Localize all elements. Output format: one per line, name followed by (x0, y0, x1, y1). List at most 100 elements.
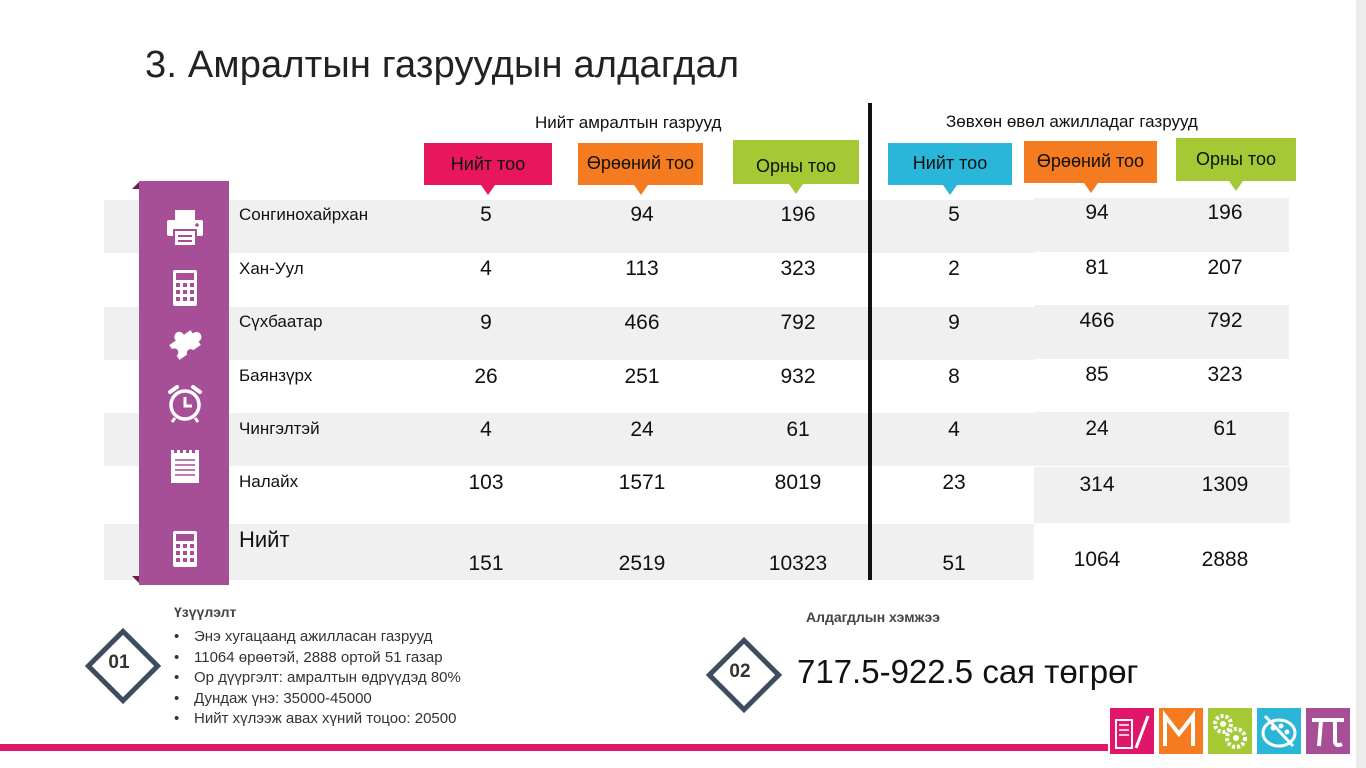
notepad-icon (171, 447, 199, 483)
header-pointer (633, 185, 648, 195)
table-cell: 2519 (618, 552, 666, 575)
group-divider (868, 103, 872, 580)
icon-sidebar (139, 181, 229, 585)
column-header-tag: Нийт тоо (888, 143, 1012, 195)
table-cell: 4 (948, 418, 960, 441)
gears-logo-icon (1208, 708, 1252, 754)
sidebar-fold-top (132, 181, 140, 189)
table-cell: 2888 (1201, 548, 1249, 571)
tools-logo-icon (1110, 708, 1154, 754)
table-cell: 792 (780, 311, 816, 334)
table-cell: 23 (942, 471, 966, 494)
printer-icon (167, 210, 203, 247)
table-cell: 466 (624, 311, 660, 334)
table-cell: 9 (480, 311, 492, 334)
column-header-tag: Өрөөний тоо (1024, 141, 1157, 193)
row-stripe-total (104, 524, 1034, 580)
column-header-label: Нийт тоо (912, 153, 988, 173)
table-cell: 4 (480, 418, 492, 441)
indicator-list: Энэ хугацаанд ажилласан газрууд 11064 өр… (174, 627, 461, 730)
row-label: Баянзүрх (239, 366, 313, 385)
table-cell: 26 (474, 365, 498, 388)
row-stripe-right-5 (1034, 412, 1289, 466)
table-cell: 2 (948, 257, 960, 280)
table-cell: 9 (948, 311, 960, 334)
list-item: Ор дүүргэлт: амралтын өдрүүдэд 80% (174, 668, 461, 689)
table-cell: 151 (468, 552, 504, 575)
column-header-label: Өрөөний тоо (586, 153, 695, 173)
table-cell: 196 (1207, 201, 1243, 224)
column-header-tag: Нийт тоо (424, 143, 552, 195)
loss-heading: Алдагдлын хэмжээ (806, 609, 940, 625)
row-stripe-3 (104, 307, 1034, 360)
table-cell: 1064 (1073, 548, 1121, 571)
header-pointer (1083, 183, 1098, 193)
loss-number: 02 (729, 661, 751, 682)
puzzle-icon (169, 330, 202, 360)
table-cell: 792 (1207, 309, 1243, 332)
table-cell: 196 (780, 203, 816, 226)
header-pointer (943, 185, 957, 195)
table-cell: 4 (480, 257, 492, 280)
table-cell: 8 (948, 365, 960, 388)
table-cell: 94 (630, 203, 654, 226)
column-header-label: Орны тоо (1196, 149, 1276, 169)
table-cell: 81 (1085, 256, 1109, 279)
list-item: Нийт хүлээж авах хүний тоцоо: 20500 (174, 709, 461, 730)
bottom-accent-line (0, 744, 1108, 751)
table-cell: 932 (780, 365, 816, 388)
header-pointer (1229, 181, 1243, 191)
table-cell: 323 (1207, 363, 1243, 386)
page-title: 3. Амралтын газруудын алдагдал (145, 44, 740, 86)
table-cell: 113 (625, 257, 659, 280)
list-item: Энэ хугацаанд ажилласан газрууд (174, 627, 461, 648)
table-cell: 24 (630, 418, 654, 441)
row-label: Хан-Уул (239, 259, 304, 278)
group-label-winter: Зөвхөн өвөл ажилладаг газрууд (946, 112, 1198, 131)
table-cell: 1571 (618, 471, 666, 494)
list-item: Дундаж үнэ: 35000-45000 (174, 689, 461, 710)
group-label-all: Нийт амралтын газрууд (535, 113, 722, 132)
indicators-heading: Үзүүлэлт (174, 604, 237, 620)
table-cell: 61 (1213, 417, 1237, 440)
column-header-tag: Орны тоо (1176, 138, 1296, 191)
sidebar-fold-bottom (132, 576, 140, 584)
header-pointer (789, 184, 803, 194)
row-stripe-right-1 (1034, 198, 1289, 252)
loss-value: 717.5-922.5 сая төгрөг (797, 653, 1139, 690)
table-cell: 251 (624, 365, 660, 388)
table-cell: 94 (1085, 201, 1109, 224)
calculator-icon (173, 270, 197, 306)
column-header-tag: Өрөөний тоо (578, 143, 703, 195)
column-header-label: Өрөөний тоо (1036, 151, 1145, 171)
row-stripe-right-6 (1034, 467, 1290, 523)
header-pointer (481, 185, 495, 195)
column-header-tag: Орны тоо (733, 140, 859, 194)
table-cell: 466 (1079, 309, 1115, 332)
right-edge-bar (1356, 0, 1366, 768)
row-stripe-right-3 (1034, 305, 1289, 359)
column-header-label: Орны тоо (756, 156, 836, 176)
arrows-logo-icon (1159, 708, 1203, 754)
table-cell: 1309 (1201, 473, 1249, 496)
table-cell: 61 (786, 418, 810, 441)
indicator-number: 01 (108, 652, 130, 673)
table-cell: 51 (942, 552, 966, 575)
table-cell: 103 (468, 471, 504, 494)
table-cell: 8019 (774, 471, 822, 494)
table-cell: 85 (1085, 363, 1109, 386)
table-cell: 314 (1079, 473, 1115, 496)
table-cell: 207 (1207, 256, 1243, 279)
row-stripe-1 (104, 200, 1034, 253)
list-item: 11064 өрөөтэй, 2888 ортой 51 газар (174, 648, 461, 669)
column-header-label: Нийт тоо (450, 154, 526, 174)
pi-logo-icon (1306, 708, 1350, 754)
table-cell: 5 (948, 203, 960, 226)
row-label: Нийт (239, 527, 290, 552)
table-cell: 24 (1085, 417, 1109, 440)
table-cell: 5 (480, 203, 492, 226)
palette-logo-icon (1257, 708, 1301, 754)
table-cell: 323 (780, 257, 816, 280)
row-stripe-5 (104, 413, 1034, 466)
calculator-icon (173, 531, 197, 567)
